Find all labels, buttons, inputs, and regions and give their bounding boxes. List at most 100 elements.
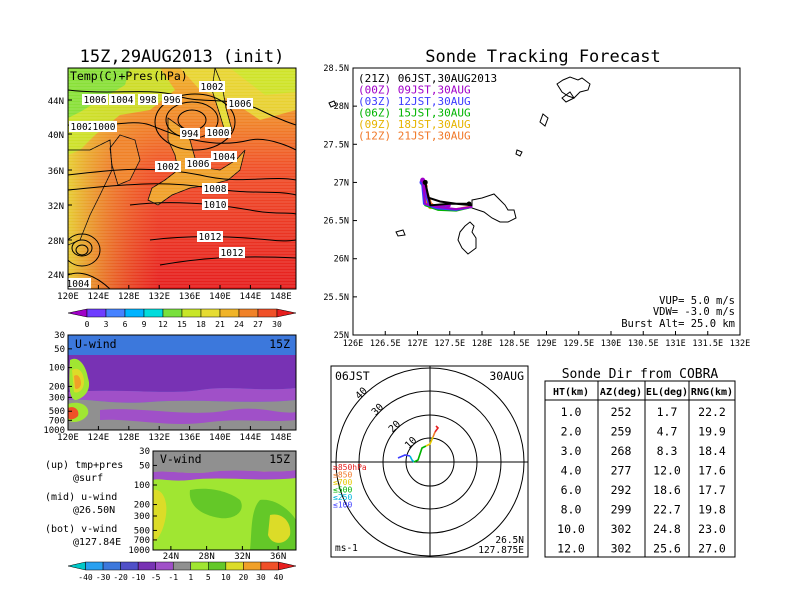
lon-tick-label: 136E: [179, 433, 201, 443]
isobar-label-bg: [197, 231, 223, 242]
track-line: [424, 182, 473, 207]
colorbar-label: 24: [234, 320, 244, 329]
lon-tick-label: 144E: [240, 433, 262, 443]
legend-entry: (03Z) 12JST,30AUG: [358, 95, 471, 108]
table-cell: 268: [611, 444, 632, 458]
map-lon-tick-label: 126E: [343, 339, 363, 349]
legend-entry: (21Z) 06JST,30AUG2013: [358, 72, 497, 85]
colorbar-swatch: [86, 308, 107, 318]
colorbar-label: 9: [142, 320, 147, 329]
polar-hodograph: [397, 425, 440, 463]
colorbar-swatch: [120, 561, 139, 571]
param-vdw: VDW= -3.0 m/s: [653, 306, 735, 318]
colorbar-swatch: [67, 308, 88, 318]
polar-label-left: 06JST: [335, 369, 370, 383]
vwind-grey: [153, 451, 296, 473]
table-cell: 19.9: [698, 425, 726, 439]
tp-panel-label: Temp(C)+Pres(hPa): [70, 69, 188, 83]
lat-tick-label: 40N: [48, 131, 64, 141]
hodo-red: [434, 425, 440, 433]
isobar-label: 1004: [213, 152, 236, 163]
isobar-label-bg: [162, 94, 182, 105]
table-cell: 292: [611, 483, 632, 497]
hodo-yellow: [425, 436, 434, 447]
colorbar-label: 1: [188, 573, 193, 582]
isobar-label-bg: [180, 128, 200, 139]
table-header: AZ(deg): [600, 387, 642, 398]
note-bot-1: (bot) v-wind: [45, 524, 117, 535]
colorbar-swatch: [67, 561, 86, 571]
lon-tick-label: 132E: [148, 292, 170, 302]
vwind-violet: [153, 470, 296, 481]
table-cell: 27.0: [698, 542, 726, 556]
lon-tick-label: 148E: [270, 433, 292, 443]
table-header: RNG(km): [691, 387, 733, 398]
uwind-band-purple: [68, 355, 296, 392]
lon-tick-label: 128E: [118, 292, 140, 302]
colorbar-label: 21: [215, 320, 225, 329]
lon-tick-label: 124E: [88, 433, 110, 443]
colorbar-label: -20: [113, 573, 128, 582]
map-lon-tick-label: 129E: [536, 339, 556, 349]
colorbar-label: -5: [151, 573, 161, 582]
lat-tick-label: 28N: [48, 237, 64, 247]
note-up-2: @surf: [73, 473, 103, 484]
param-vup: VUP= 5.0 m/s: [659, 295, 735, 307]
lon-tick-label: 140E: [209, 292, 231, 302]
colorbar-label: 3: [104, 320, 109, 329]
table-cell: 252: [611, 405, 632, 419]
table-cell: 4.0: [561, 464, 582, 478]
colorbar-swatch: [276, 308, 297, 318]
lat-tick-label: 44N: [48, 97, 64, 107]
isobar-label: 1004: [111, 95, 134, 106]
isobar-label: 1002: [157, 162, 180, 173]
colorbar-swatch: [124, 308, 145, 318]
isobar-label: 1010: [204, 200, 227, 211]
isobar-label-bg: [82, 94, 108, 105]
pressure-tick-label: 300: [49, 393, 65, 403]
track-map: (21Z) 06JST,30AUG2013(00Z) 09JST,30AUG(0…: [323, 64, 750, 349]
hodo-orange: [432, 431, 436, 438]
level-legend-entry: ≤250: [333, 493, 352, 502]
colorbar-swatch: [143, 308, 164, 318]
colorbar-swatch: [257, 308, 278, 318]
isobar-label-bg: [69, 121, 95, 132]
table-cell: 19.8: [698, 503, 726, 517]
pressure-tick-label: 30: [139, 447, 150, 457]
isobar-label: 1006: [84, 95, 107, 106]
colorbar-swatch: [172, 561, 192, 571]
pressure-tick-label: 30: [54, 331, 65, 341]
colorbar-swatch: [105, 308, 126, 318]
level-legend-entry: ≥850hPa: [333, 463, 367, 472]
map-lon-tick-label: 132E: [730, 339, 750, 349]
map-lon-ticks: 126E 126.5E 127E 127.5E 128E 128.5E 129E 129.5E…: [343, 331, 750, 349]
vwind-yellow-right: [268, 514, 291, 543]
level-legend-entry: ≤500: [333, 486, 352, 495]
map-lon-tick-label: 126.5E: [370, 339, 401, 349]
vwind-yellow: [153, 489, 167, 542]
tp-lat-ticks: 24N 28N 32N 36N 40N 44N: [48, 97, 72, 281]
lat-tick-label: 32N: [48, 202, 64, 212]
table-cell: 17.6: [698, 464, 726, 478]
map-lat-tick-label: 26.5N: [323, 217, 349, 227]
track-burst-point: [422, 179, 428, 185]
lon-tick-label: 120E: [57, 433, 79, 443]
legend-entry: (00Z) 09JST,30AUG: [358, 84, 471, 97]
colorbar-label: 27: [253, 320, 263, 329]
pressure-tick-label: 100: [134, 481, 150, 491]
note-up-1: (up) tmp+pres: [45, 460, 123, 471]
vwind-time: 15Z: [269, 452, 290, 466]
vwind-lat-ticks: 24N 28N 32N 36N: [163, 546, 286, 562]
left-title: 15Z,29AUG2013 (init): [80, 47, 285, 67]
table-cell: 259: [611, 425, 632, 439]
colorbar-swatch: [243, 561, 262, 571]
lon-tick-label: 128E: [118, 433, 140, 443]
lat-tick-label: 36N: [48, 167, 64, 177]
lon-tick-label: 120E: [57, 292, 79, 302]
hodo-green: [413, 445, 427, 463]
isobar-label-bg: [109, 94, 135, 105]
colorbar-swatch: [85, 561, 104, 571]
